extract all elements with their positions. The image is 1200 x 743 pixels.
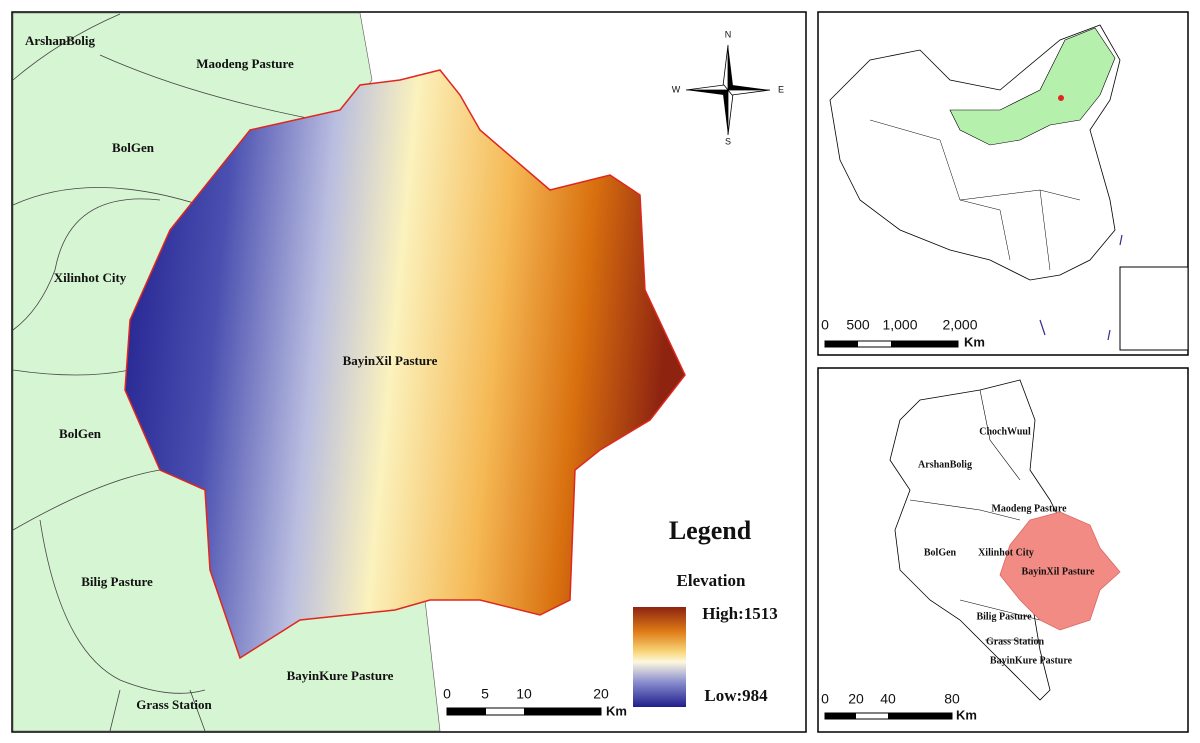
- scale-tick: 20: [848, 691, 864, 707]
- region-label: Xilinhot City: [978, 547, 1034, 558]
- dash-line: [1039, 234, 1123, 341]
- scale-tick: 20: [593, 686, 609, 702]
- region-label: Xilinhot City: [54, 270, 127, 285]
- scale-bar: [824, 712, 953, 720]
- scale-unit: Km: [606, 703, 627, 718]
- region-label: Maodeng Pasture: [991, 503, 1067, 514]
- scale-unit: Km: [956, 707, 977, 722]
- scale-tick: 0: [821, 317, 829, 333]
- compass: N S W E: [672, 29, 784, 146]
- boundaries: [12, 13, 346, 732]
- study-location: [1058, 95, 1064, 101]
- compass-label: S: [725, 136, 731, 146]
- scale-tick: 0: [821, 691, 829, 707]
- region-label: BolGen: [112, 140, 155, 155]
- scale-unit: Km: [964, 334, 985, 349]
- district-lines: [909, 389, 1041, 641]
- scale-tick: 5: [481, 686, 489, 702]
- region-label: Bilig Pasture: [81, 574, 153, 589]
- china-inset: 0 500 1,000 2,000 Km: [817, 11, 1189, 356]
- scale-tick: 0: [443, 686, 451, 702]
- compass-label: E: [778, 84, 784, 94]
- district-outline: [889, 379, 1061, 701]
- legend-subtitle: Elevation: [677, 571, 746, 590]
- scale-bar: [824, 340, 959, 348]
- region-label: BayinXil Pasture: [1022, 566, 1095, 577]
- region-label: BayinXil Pasture: [343, 353, 438, 368]
- region-inset: ChochWuul ArshanBolig Maodeng Pasture Bo…: [817, 367, 1189, 733]
- region-label: ArshanBolig: [25, 33, 96, 48]
- scale-tick: 40: [880, 691, 896, 707]
- scale-tick: 2,000: [942, 317, 977, 333]
- study-area-elevation: [124, 69, 686, 660]
- main-map: ArshanBolig Maodeng Pasture BolGen Xilin…: [11, 11, 807, 733]
- region-label: Bilig Pasture: [976, 611, 1032, 622]
- region-label: ChochWuul: [979, 426, 1031, 437]
- south-sea-box: [1119, 266, 1189, 351]
- region-label: Grass Station: [136, 697, 212, 712]
- scale-tick: 500: [846, 317, 870, 333]
- region-label: BolGen: [924, 547, 957, 558]
- color-ramp: [633, 607, 686, 707]
- region-label: BayinKure Pasture: [990, 655, 1073, 666]
- inner-mongolia: [949, 27, 1116, 146]
- compass-label: N: [725, 29, 732, 39]
- legend-high: High:1513: [702, 604, 778, 623]
- scale-tick: 10: [516, 686, 532, 702]
- scale-tick: 1,000: [882, 317, 917, 333]
- region-label: ArshanBolig: [918, 459, 972, 470]
- region-label: Maodeng Pasture: [196, 56, 294, 71]
- scale-bar: [446, 707, 602, 716]
- province-lines: [869, 119, 1081, 271]
- study-area: [999, 511, 1121, 631]
- compass-label: W: [672, 84, 681, 94]
- region-label: Grass Station: [986, 636, 1045, 647]
- region-label: BayinKure Pasture: [287, 668, 394, 683]
- legend-low: Low:984: [704, 686, 768, 705]
- region-label: BolGen: [59, 426, 102, 441]
- scale-tick: 80: [944, 691, 960, 707]
- legend-title: Legend: [669, 516, 752, 545]
